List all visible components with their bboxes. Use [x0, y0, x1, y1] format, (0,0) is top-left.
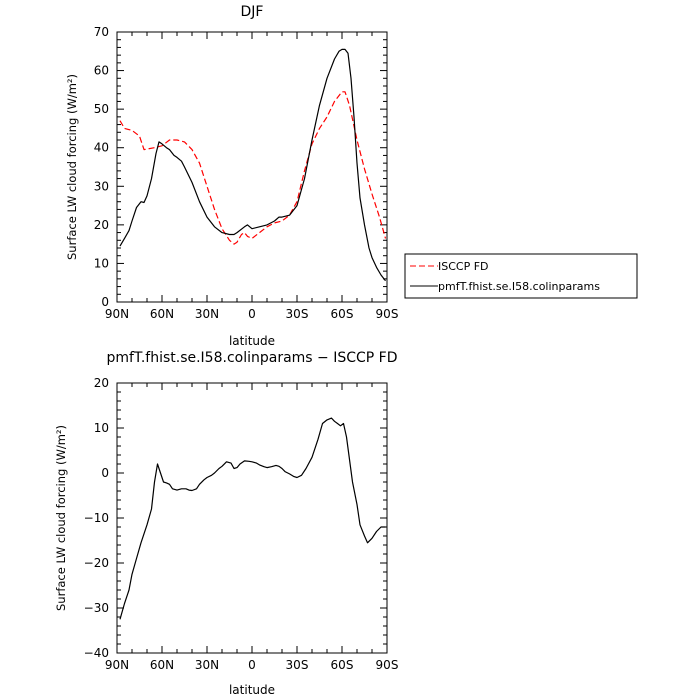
bottom-x-tick-label: 60N — [150, 658, 174, 672]
top-series-line-1 — [119, 48, 386, 282]
bottom-y-tick-label: −30 — [84, 601, 109, 615]
top-tick-marks — [116, 31, 388, 303]
bottom-series-line-0 — [119, 417, 386, 620]
bottom-plot-frame — [116, 382, 388, 654]
bottom-x-tick-label: 0 — [248, 658, 256, 672]
top-y-tick-label: 10 — [94, 256, 109, 270]
top-y-tick-label: 50 — [94, 102, 109, 116]
top-y-tick-label: 70 — [94, 25, 109, 39]
legend-label-isccp: ISCCP FD — [438, 260, 489, 273]
top-y-tick-label: 40 — [94, 141, 109, 155]
top-panel: DJF 90N 60N 30N 0 30S 60S 90S 0 10 20 30 40 50 60 70 l… — [65, 4, 398, 348]
top-plot-frame — [116, 31, 388, 303]
top-x-tick-label: 0 — [248, 307, 256, 321]
top-series-lines — [119, 48, 387, 282]
bottom-x-tick-label: 30N — [195, 658, 219, 672]
bottom-tick-labels: 90N 60N 30N 0 30S 60S 90S −40 −30 −20 −10 0 10 20 — [84, 376, 399, 672]
top-x-tick-label: 60N — [150, 307, 174, 321]
top-y-tick-label: 60 — [94, 64, 109, 78]
top-x-axis-title: latitude — [229, 334, 275, 348]
bottom-x-tick-label: 90N — [105, 658, 129, 672]
top-x-tick-label: 90S — [376, 307, 399, 321]
legend-label-model: pmfT.fhist.se.I58.colinparams — [438, 280, 600, 293]
bottom-panel: pmfT.fhist.se.I58.colinparams − ISCCP FD… — [54, 350, 398, 697]
bottom-x-tick-label: 90S — [376, 658, 399, 672]
bottom-y-tick-label: −10 — [84, 511, 109, 525]
bottom-y-tick-label: −20 — [84, 556, 109, 570]
bottom-x-tick-label: 60S — [331, 658, 354, 672]
bottom-x-tick-label: 30S — [286, 658, 309, 672]
bottom-x-axis-title: latitude — [229, 683, 275, 697]
top-chart-title: DJF — [241, 4, 264, 20]
bottom-y-tick-label: −40 — [84, 646, 109, 660]
top-y-axis-title: Surface LW cloud forcing (W/m²) — [65, 74, 79, 260]
legend-box — [404, 253, 638, 299]
top-x-tick-label: 30N — [195, 307, 219, 321]
legend: ISCCP FD pmfT.fhist.se.I58.colinparams — [404, 253, 638, 299]
bottom-series-lines — [119, 417, 386, 620]
bottom-y-tick-label: 20 — [94, 376, 109, 390]
bottom-tick-marks — [116, 382, 388, 654]
top-tick-labels: 90N 60N 30N 0 30S 60S 90S 0 10 20 30 40 50 60 70 — [94, 25, 399, 321]
bottom-y-tick-label: 10 — [94, 421, 109, 435]
top-y-tick-label: 30 — [94, 179, 109, 193]
top-x-tick-label: 90N — [105, 307, 129, 321]
top-series-line-0 — [119, 91, 387, 245]
top-x-tick-label: 60S — [331, 307, 354, 321]
bottom-y-axis-title: Surface LW cloud forcing (W/m²) — [54, 425, 68, 611]
bottom-chart-title: pmfT.fhist.se.I58.colinparams − ISCCP FD — [106, 350, 397, 366]
top-y-tick-label: 0 — [101, 295, 109, 309]
bottom-y-tick-label: 0 — [101, 466, 109, 480]
top-y-tick-label: 20 — [94, 218, 109, 232]
top-x-tick-label: 30S — [286, 307, 309, 321]
